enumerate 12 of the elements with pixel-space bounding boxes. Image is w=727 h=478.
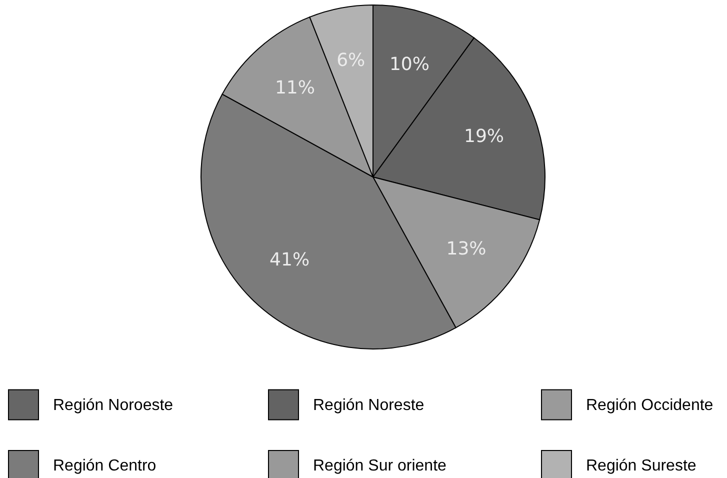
data-label: 13% xyxy=(446,238,486,260)
legend-label: Región Noroeste xyxy=(53,396,174,414)
legend-label: Región Sureste xyxy=(586,458,696,474)
legend-label: Región Centro xyxy=(53,458,156,474)
legend-label: Región Noreste xyxy=(313,396,424,414)
data-label: 10% xyxy=(389,54,430,75)
data-label: 6% xyxy=(336,50,366,72)
legend-label: Región Sur oriente xyxy=(313,458,447,474)
data-label: 41% xyxy=(270,249,310,270)
data-label: 19% xyxy=(464,126,504,148)
data-label: 11% xyxy=(274,77,315,98)
legend-label: Región Occidente xyxy=(586,396,714,414)
